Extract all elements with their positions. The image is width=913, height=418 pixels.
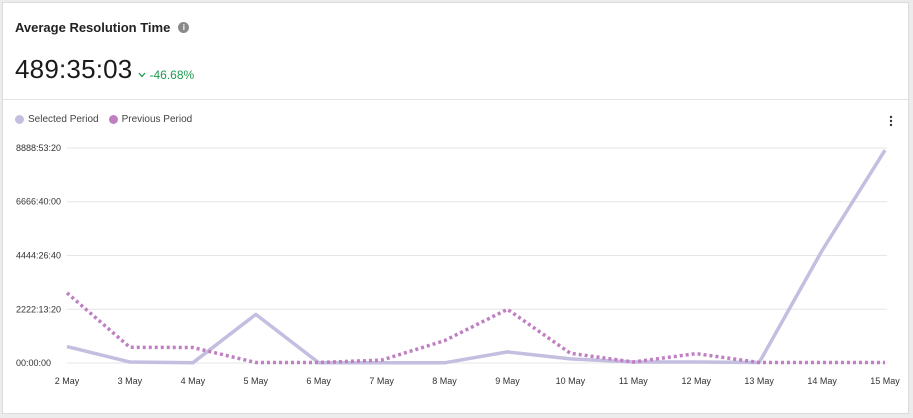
legend-swatch-selected bbox=[15, 115, 24, 124]
x-tick-label: 13 May bbox=[744, 376, 774, 386]
legend-item-selected-period[interactable]: Selected Period bbox=[15, 114, 99, 125]
x-tick-label: 3 May bbox=[118, 376, 143, 386]
y-tick-label: 00:00:00 bbox=[16, 358, 51, 368]
previous-period-line bbox=[65, 291, 885, 365]
chart-legend: Selected Period Previous Period bbox=[15, 114, 202, 125]
resolution-time-card: Average Resolution Time i 489:35:03 -46.… bbox=[2, 2, 909, 414]
more-vertical-icon bbox=[889, 115, 893, 127]
x-tick-label: 5 May bbox=[244, 376, 269, 386]
change-indicator: -46.68% bbox=[138, 68, 194, 82]
x-tick-label: 15 May bbox=[870, 376, 900, 386]
y-tick-label: 2222:13:20 bbox=[16, 304, 61, 314]
y-tick-label: 8888:53:20 bbox=[16, 143, 61, 153]
x-tick-label: 11 May bbox=[619, 376, 648, 386]
metric-row: 489:35:03 -46.68% bbox=[15, 54, 194, 85]
legend-label-previous: Previous Period bbox=[121, 114, 193, 125]
card-header: Average Resolution Time i 489:35:03 -46.… bbox=[3, 3, 908, 100]
x-tick-label: 7 May bbox=[369, 376, 394, 386]
card-title: Average Resolution Time bbox=[15, 20, 171, 35]
legend-swatch-previous bbox=[108, 115, 118, 124]
legend-label-selected: Selected Period bbox=[28, 114, 99, 125]
x-tick-label: 14 May bbox=[807, 376, 837, 386]
y-tick-label: 4444:26:40 bbox=[16, 251, 61, 261]
x-tick-label: 2 May bbox=[55, 376, 80, 386]
x-tick-label: 12 May bbox=[681, 376, 711, 386]
average-resolution-value: 489:35:03 bbox=[15, 54, 133, 84]
legend-item-previous-period[interactable]: Previous Period bbox=[108, 114, 193, 125]
x-tick-label: 10 May bbox=[556, 376, 586, 386]
selected-period-line bbox=[66, 149, 887, 365]
change-percent: -46.68% bbox=[149, 68, 195, 82]
line-chart: 00:00:00 2222:13:20 4444:26:40 6666:40:00 88… bbox=[16, 143, 900, 386]
info-icon[interactable]: i bbox=[178, 22, 190, 33]
x-tick-label: 4 May bbox=[181, 376, 206, 386]
x-tick-label: 9 May bbox=[495, 376, 520, 386]
x-tick-label: 8 May bbox=[432, 376, 457, 386]
title-row: Average Resolution Time i bbox=[15, 20, 190, 35]
x-tick-label: 6 May bbox=[306, 376, 331, 386]
chevron-down-icon bbox=[138, 72, 146, 78]
y-tick-label: 6666:40:00 bbox=[16, 197, 61, 207]
chart-menu-button[interactable] bbox=[883, 113, 899, 129]
